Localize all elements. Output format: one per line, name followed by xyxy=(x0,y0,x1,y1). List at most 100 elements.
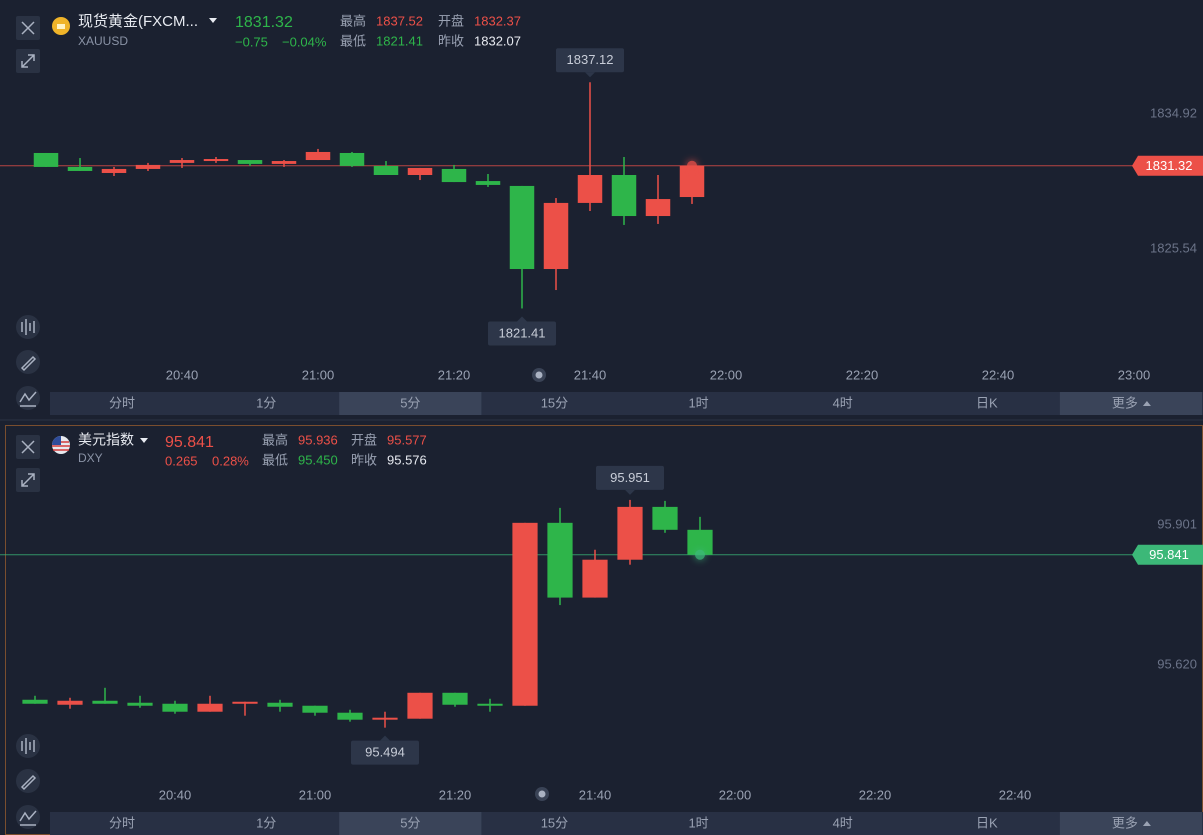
timeframe-tab[interactable] xyxy=(771,392,914,415)
candle-body xyxy=(373,165,399,176)
timeframe-tab[interactable] xyxy=(51,392,194,415)
annotation-label: 1821.41 xyxy=(499,325,546,340)
candle-body xyxy=(169,160,195,163)
symbol-name[interactable]: 美元指数 xyxy=(78,432,134,448)
open-label: 开盘 xyxy=(351,432,377,447)
candles-icon xyxy=(21,319,35,335)
symbol-code: XAUUSD xyxy=(78,34,128,48)
annotation-box xyxy=(556,48,624,73)
candle-body xyxy=(441,168,467,183)
x-tick-label: 22:20 xyxy=(859,787,892,802)
dropdown-arrow[interactable] xyxy=(209,18,217,23)
timeframe-label: 15分 xyxy=(541,815,568,830)
candle-body xyxy=(475,181,501,185)
timeframe-tab[interactable] xyxy=(483,392,626,415)
open-value: 95.577 xyxy=(387,432,427,447)
y-tick-label: 95.901 xyxy=(1157,516,1197,531)
last-price-tag xyxy=(1132,544,1203,565)
scroll-dot xyxy=(535,371,543,379)
more-arrow xyxy=(1142,821,1151,826)
x-tick-label: 22:20 xyxy=(846,367,879,382)
low-value: 1821.41 xyxy=(376,33,423,48)
timeframe-label: 1分 xyxy=(256,815,276,830)
x-tick-label: 21:20 xyxy=(439,787,472,802)
candle-body xyxy=(237,160,263,164)
side-tools xyxy=(16,315,549,829)
candle-body xyxy=(135,164,161,169)
timeframe-label: 4时 xyxy=(833,815,853,830)
y-tick-label: 95.620 xyxy=(1157,656,1197,671)
change-pct: −0.04% xyxy=(282,34,327,49)
open-label: 开盘 xyxy=(438,13,464,28)
timeframe-tab[interactable] xyxy=(627,812,770,835)
candle-body xyxy=(271,161,297,164)
last-price-tag xyxy=(1132,155,1203,176)
indicator-button[interactable] xyxy=(16,315,40,339)
dropdown-arrow[interactable] xyxy=(140,438,148,443)
timeframe-label: 日K xyxy=(976,395,998,410)
timeframe-tab[interactable] xyxy=(771,812,914,835)
scroll-dot xyxy=(538,790,546,798)
annotation-box xyxy=(488,321,556,346)
annotation-box xyxy=(596,465,664,490)
candle-body xyxy=(617,506,643,560)
candle-body xyxy=(407,692,433,719)
annotation-label: 95.494 xyxy=(365,745,405,760)
timeframe-tab[interactable] xyxy=(915,812,1058,835)
timeframe-tab[interactable] xyxy=(339,392,482,415)
timeframe-label: 5分 xyxy=(400,815,420,830)
low-label: 最低 xyxy=(262,452,288,467)
timeframe-tab[interactable] xyxy=(195,812,338,835)
timeframe-tab[interactable] xyxy=(915,392,1058,415)
x-tick-label: 20:40 xyxy=(159,787,192,802)
candle-body xyxy=(101,168,127,173)
prev-close-value: 1832.07 xyxy=(474,33,521,48)
candle-body xyxy=(611,175,637,217)
timeframe-label: 分时 xyxy=(109,815,135,830)
candle-body xyxy=(337,712,363,720)
timeframe-tab[interactable] xyxy=(51,812,194,835)
line-icon xyxy=(19,810,37,826)
candles-icon xyxy=(21,738,35,754)
x-tick-label: 21:40 xyxy=(574,367,607,382)
timeframe-tab[interactable] xyxy=(1059,392,1202,415)
candle-body xyxy=(67,166,93,171)
timeframe-tab[interactable] xyxy=(1059,812,1202,835)
indicator-button[interactable] xyxy=(16,734,40,758)
more-arrow xyxy=(1142,401,1151,406)
candle-body xyxy=(645,199,671,217)
timeframe-tab[interactable] xyxy=(627,392,770,415)
timeframe-label: 更多 xyxy=(1112,395,1138,410)
candle-body xyxy=(372,717,398,720)
close-icon xyxy=(21,440,35,454)
latest-glow xyxy=(695,549,705,560)
timeframe-label: 更多 xyxy=(1112,815,1138,830)
candle-body xyxy=(57,700,83,705)
x-tick-label: 22:40 xyxy=(982,367,1015,382)
timeframe-tab[interactable] xyxy=(339,812,482,835)
annotation-label: 95.951 xyxy=(610,470,650,485)
symbol-name[interactable]: 现货黄金(FXCM... xyxy=(78,13,198,30)
timeframe-label: 1时 xyxy=(688,815,708,830)
change: −0.75 xyxy=(235,34,268,49)
timeframe-tab[interactable] xyxy=(483,812,626,835)
candle-body xyxy=(127,702,153,706)
annotation-box xyxy=(351,740,419,765)
candle-body xyxy=(543,202,569,270)
candle-body xyxy=(512,522,538,706)
candle-body xyxy=(302,705,328,713)
prev-close-label: 昨收 xyxy=(438,33,464,48)
close-icon xyxy=(21,21,35,35)
x-tick-label: 22:00 xyxy=(710,367,743,382)
y-tick-label: 1825.54 xyxy=(1150,240,1197,255)
x-tick-label: 20:40 xyxy=(166,367,199,382)
annotation-pointer xyxy=(517,316,527,322)
annotation-pointer xyxy=(380,735,390,741)
high-value: 95.936 xyxy=(298,432,338,447)
open-value: 1832.37 xyxy=(474,13,521,28)
x-tick-label: 22:40 xyxy=(999,787,1032,802)
prev-close-label: 昨收 xyxy=(351,452,377,467)
timeframe-tab[interactable] xyxy=(195,392,338,415)
panel-header: 美元指数 DXY 95.841 0.265 0.28% 最高 95.936 开盘… xyxy=(16,432,427,492)
